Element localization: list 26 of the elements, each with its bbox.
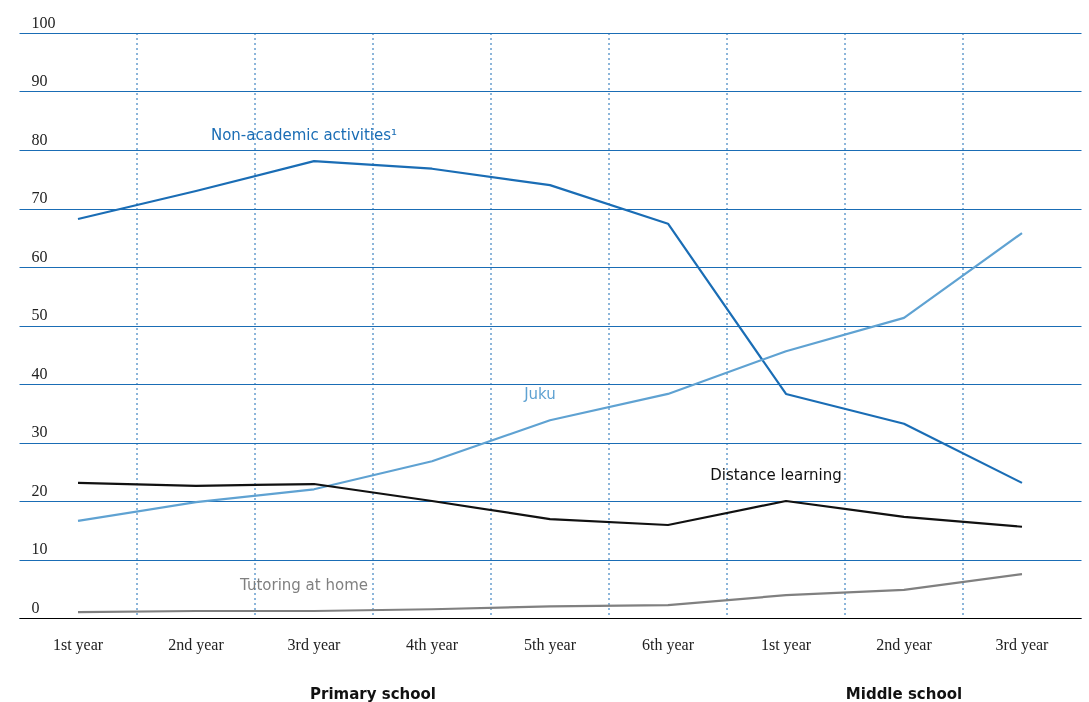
y-tick-label: 100 — [31, 13, 56, 31]
y-tick-label: 60 — [31, 247, 48, 265]
y-tick-label: 0 — [31, 598, 40, 616]
x-tick-label: 6th year — [642, 635, 695, 654]
x-tick-label: 4th year — [406, 635, 459, 654]
series-label: Tutoring at home — [239, 575, 368, 594]
y-tick-label: 90 — [31, 72, 48, 89]
y-tick-label: 20 — [31, 481, 48, 499]
x-tick-label: 3rd year — [287, 635, 342, 654]
y-tick-label: 10 — [31, 540, 48, 557]
y-tick-label: 30 — [31, 423, 48, 440]
text: Primary school — [310, 685, 436, 702]
y-tick-label: 70 — [31, 189, 48, 206]
series-label: Non-academic activities¹ — [210, 126, 398, 145]
x-tick-label: 2nd year — [876, 635, 933, 654]
y-tick-label: 50 — [31, 306, 48, 323]
x-tick-label: 2nd year — [168, 635, 225, 654]
x-tick-label: 5th year — [524, 635, 577, 654]
x-tick-label: 1st year — [52, 635, 104, 654]
y-tick-label: 40 — [31, 364, 48, 382]
y-tick-label: 80 — [31, 130, 48, 148]
text: Middle school — [845, 685, 963, 702]
x-tick-label: 3rd year — [995, 635, 1050, 654]
x-tick-label: 1st year — [760, 635, 812, 654]
series-label: Distance learning — [710, 466, 842, 484]
series-label: Juku — [523, 385, 556, 404]
